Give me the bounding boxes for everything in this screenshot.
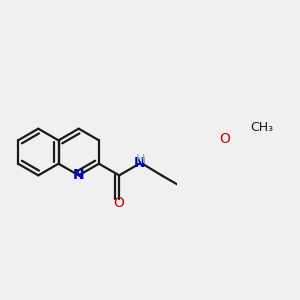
Text: H: H: [135, 153, 145, 166]
Text: N: N: [134, 156, 146, 170]
Text: N: N: [73, 168, 85, 182]
Text: CH₃: CH₃: [250, 121, 273, 134]
Text: O: O: [219, 132, 230, 146]
Text: O: O: [114, 196, 124, 210]
